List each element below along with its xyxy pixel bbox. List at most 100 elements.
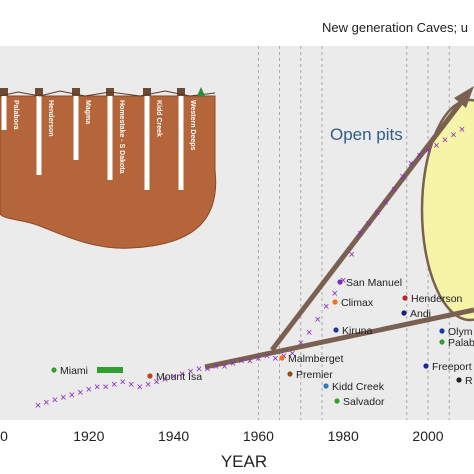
data-point: × [425,145,431,157]
data-point: × [289,348,295,360]
data-point: × [111,379,117,391]
headframe [72,88,80,96]
data-point: × [315,314,321,326]
data-point: × [374,207,380,219]
shaft [36,96,42,175]
data-point: × [60,392,66,404]
data-point: × [340,275,346,287]
mine-label: Palab [448,337,474,349]
data-point: × [264,350,270,362]
mine-label: R [465,375,473,387]
data-point: × [298,337,304,349]
shaft-label: Magma [84,100,91,124]
data-point: × [230,358,236,370]
shaft-label: Kidd Creek [155,100,162,137]
open-pits-label: Open pits [330,125,403,144]
data-point: × [365,218,371,230]
miami-bar [97,367,123,373]
mine-label: Kidd Creek [332,381,385,393]
data-point: × [204,363,210,375]
data-point: × [357,228,363,240]
data-point: × [238,356,244,368]
data-point: × [272,353,278,365]
data-point: × [187,366,193,378]
mine-label: Salvador [343,396,385,408]
mine-marker [334,398,340,404]
mine-marker [279,355,285,361]
data-point: × [450,129,456,141]
caving-trend-arrow [204,307,474,370]
mine-depth-inset: Palabora Henderson Magma Homestake - S Dako… [0,87,217,249]
mine-marker [287,371,293,377]
mine-marker [337,279,343,285]
data-point: × [43,397,49,409]
mine-label: Freeport [432,361,472,373]
mine-marker [402,295,408,301]
headframe [177,88,185,96]
mine-marker [401,310,407,316]
data-point: × [103,382,109,394]
data-point: × [442,135,448,147]
ground-surface-line [0,90,216,97]
data-point: × [136,382,142,394]
data-point: × [391,184,397,196]
data-point: × [170,371,176,383]
mine-label: Andi [410,308,431,320]
data-point: × [69,389,75,401]
mine-marker [147,373,153,379]
shaft [73,96,79,160]
mine-marker [323,383,329,389]
data-point: × [323,301,329,313]
data-point: × [382,197,388,209]
mine-label: Henderson [411,293,463,305]
data-point: × [35,400,41,412]
mine-label: Climax [341,297,374,309]
shaft-label: Palabora [12,100,19,130]
mine-label: Malmberget [288,353,344,365]
data-point: × [128,379,134,391]
data-point: × [459,124,465,136]
mine-label: Premier [296,369,333,381]
data-point: × [348,249,354,261]
headframe [143,88,151,96]
data-point: × [399,171,405,183]
shaft-label: Western Deeps [189,100,196,151]
data-point: × [120,376,126,388]
headframe [0,88,8,96]
x-tick-label: 0 [0,428,8,444]
tree-icon [197,87,205,96]
data-point: × [86,384,92,396]
data-point: × [213,361,219,373]
data-point: × [179,369,185,381]
shaft-label: Homestake - S Dakota [118,100,125,174]
mine-label: Olym [448,326,473,338]
mine-label: Kiruna [342,325,373,337]
chart-subtitle: New generation Caves; u [322,20,468,35]
x-tick-label: 1920 [73,428,104,444]
shaft [144,96,150,190]
grid-lines [257,46,450,420]
shaft [1,96,7,130]
x-tick-label: 1940 [158,428,189,444]
mine-marker [423,363,429,369]
headframe [35,88,43,96]
mine-marker [439,328,445,334]
data-point: × [145,379,151,391]
mine-marker [333,327,339,333]
data-point: × [52,395,58,407]
arrow-head [454,86,474,108]
data-point: × [306,327,312,339]
x-tick-label: 2000 [412,428,443,444]
data-point: × [77,387,83,399]
mine-label: San Manuel [346,277,402,289]
mine-marker [332,299,338,305]
caves-ellipse [420,98,474,322]
x-tick-labels: 0 1920 1940 1960 1980 2000 [0,428,444,444]
data-point: × [221,361,227,373]
data-point: × [408,158,414,170]
mine-marker [456,377,462,383]
mine-marker [439,339,445,345]
data-point: × [255,353,261,365]
